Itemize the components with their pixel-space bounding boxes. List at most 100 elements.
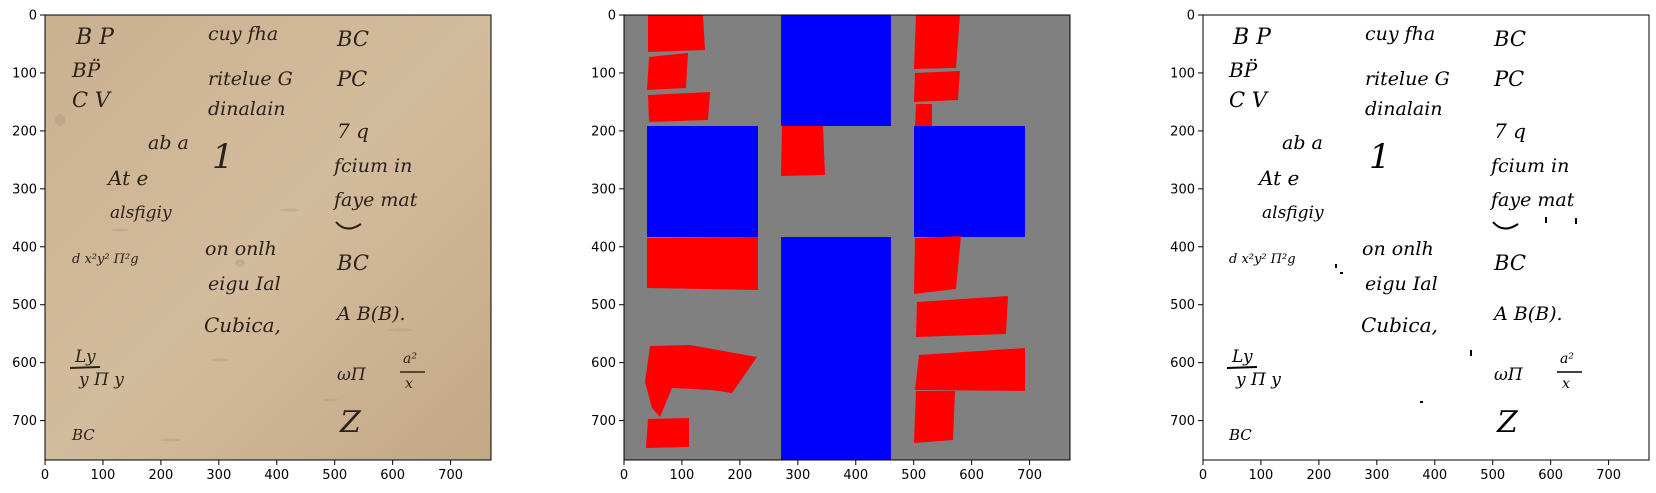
column-region <box>914 126 1025 237</box>
y-tick-label: 700 <box>591 414 616 429</box>
column-region <box>781 15 891 126</box>
y-tick-label: 700 <box>12 414 37 429</box>
hw-text: cuy fha <box>208 23 278 45</box>
x-tick-label: 0 <box>620 468 628 483</box>
hw-text: Ly <box>74 347 96 367</box>
x-tick-label: 100 <box>670 468 695 483</box>
panel-manuscript: B P BP̈ C V ab a At e alsfigiy d x²y² Π²… <box>12 9 492 484</box>
column-region <box>647 126 758 237</box>
column-regions <box>647 15 1025 460</box>
x-tick-label: 300 <box>206 468 231 483</box>
hw-text: eigu Ial <box>208 273 281 295</box>
x-tick-label: 700 <box>1017 468 1042 483</box>
binarized-handwriting: B P BP̈ C V ab a At e alsfigiy d x²y² Π²… <box>1226 23 1582 444</box>
axis-ticks: 0 100 200 300 400 500 600 700 0 100 200 300 400 500 60… <box>591 9 1042 484</box>
hw-text: ωΠ <box>1494 365 1524 385</box>
text-region <box>647 53 688 90</box>
y-tick-label: 0 <box>608 9 616 24</box>
x-tick-label: 400 <box>1422 468 1447 483</box>
y-tick-label: 500 <box>12 298 37 313</box>
panel-layout-mask: 0 100 200 300 400 500 600 700 0 100 200 300 400 500 60… <box>591 9 1071 484</box>
hw-text: PC <box>336 67 367 91</box>
x-tick-label: 300 <box>785 468 810 483</box>
hw-text: BC <box>1493 251 1526 275</box>
hw-text: 7 q <box>1494 119 1526 143</box>
y-tick-label: 600 <box>591 356 616 371</box>
text-region <box>916 296 1008 337</box>
x-tick-label: 600 <box>380 468 405 483</box>
text-region <box>915 348 1025 391</box>
text-regions <box>645 15 1025 448</box>
text-region <box>645 345 757 417</box>
hw-text: BC <box>336 251 369 275</box>
handwriting-text: B P BP̈ C V ab a At e alsfigiy d x²y² Π²… <box>69 23 425 444</box>
y-tick-label: 0 <box>1187 9 1195 24</box>
y-tick-label: 200 <box>12 124 37 139</box>
hw-text: At e <box>1257 166 1299 190</box>
hw-text: 1 <box>212 137 234 177</box>
text-region <box>781 126 825 176</box>
y-tick-label: 200 <box>1170 124 1195 139</box>
x-tick-label: 100 <box>91 468 116 483</box>
y-tick-label: 600 <box>12 356 37 371</box>
y-tick-label: 500 <box>1170 298 1195 313</box>
hw-text: on onlh <box>1362 238 1434 260</box>
hw-text: BP̈ <box>1228 58 1258 82</box>
axis-ticks: 0 100 200 300 400 500 600 700 0 100 200 300 400 500 60… <box>12 9 463 484</box>
y-tick-label: 100 <box>12 66 37 81</box>
x-tick-label: 200 <box>727 468 752 483</box>
x-tick-label: 0 <box>41 468 49 483</box>
manuscript-image <box>45 15 491 460</box>
text-region <box>648 92 710 122</box>
y-tick-label: 400 <box>12 240 37 255</box>
hw-text: Cubica, <box>204 313 281 337</box>
hw-text: BC <box>336 27 369 51</box>
text-region <box>914 236 961 294</box>
hw-text: a² <box>1560 351 1574 367</box>
hw-text: alsfigiy <box>110 203 172 223</box>
bleed-through-marks <box>55 114 412 442</box>
x-tick-label: 300 <box>1364 468 1389 483</box>
x-tick-label: 0 <box>1199 468 1207 483</box>
hw-text: 1 <box>1369 137 1391 177</box>
y-tick-label: 100 <box>1170 66 1195 81</box>
x-tick-label: 400 <box>843 468 868 483</box>
y-tick-label: 300 <box>591 182 616 197</box>
x-tick-label: 700 <box>438 468 463 483</box>
y-tick-label: 300 <box>12 182 37 197</box>
axes-frame <box>44 14 492 461</box>
y-tick-label: 300 <box>1170 182 1195 197</box>
hw-text: B P <box>1232 25 1272 50</box>
text-region <box>914 15 960 69</box>
hw-text: BP̈ <box>71 58 101 82</box>
binarized-speckles <box>1335 217 1577 403</box>
text-region <box>648 15 705 52</box>
y-tick-label: 500 <box>591 298 616 313</box>
hw-text: on onlh <box>205 238 277 260</box>
hw-text: dinalain <box>208 98 286 120</box>
hw-text: d x²y² Π²g <box>1229 252 1296 267</box>
hw-text: A B(B). <box>335 303 406 325</box>
y-tick-label: 200 <box>591 124 616 139</box>
hw-text: ωΠ <box>337 365 367 385</box>
hw-text: ritelue G <box>1365 68 1450 90</box>
hw-text: B P <box>75 25 115 50</box>
y-tick-label: 0 <box>29 9 37 24</box>
hw-text: PC <box>1493 67 1524 91</box>
panel-binarized: B P BP̈ C V ab a At e alsfigiy d x²y² Π²… <box>1170 9 1650 484</box>
axis-ticks: 0 100 200 300 400 500 600 700 0 100 200 300 400 500 60… <box>1170 9 1621 484</box>
x-tick-label: 200 <box>1306 468 1331 483</box>
hw-text: C V <box>72 88 112 112</box>
hw-text: alsfigiy <box>1262 203 1324 223</box>
y-tick-label: 100 <box>591 66 616 81</box>
hw-text: BC <box>1493 27 1526 51</box>
x-tick-label: 600 <box>959 468 984 483</box>
hw-text: ab a <box>148 132 189 154</box>
x-tick-label: 100 <box>1249 468 1274 483</box>
x-tick-label: 700 <box>1596 468 1621 483</box>
hw-text: y Π y <box>78 370 124 390</box>
hw-text: ritelue G <box>208 68 293 90</box>
hw-text: Z <box>339 405 362 440</box>
x-tick-label: 500 <box>1480 468 1505 483</box>
